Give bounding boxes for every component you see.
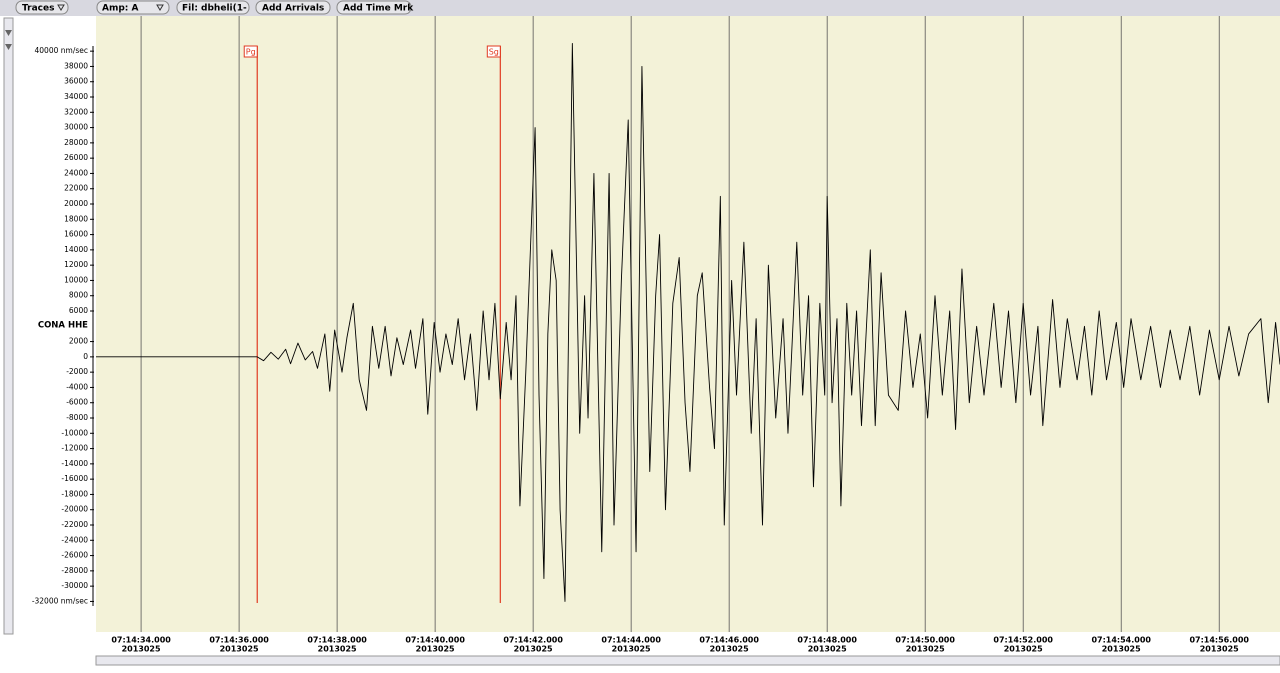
y-tick-label: 8000: [69, 291, 88, 300]
plot: 40000 nm/sec 38000 36000 34000 32000 30000 280…: [32, 16, 1280, 654]
x-tick-label: 07:14:44.000: [601, 636, 661, 645]
y-tick-label: -16000: [61, 474, 88, 483]
y-tick-label: 36000: [64, 77, 88, 86]
y-tick-label: -10000: [61, 428, 88, 437]
y-tick-label: 34000: [64, 92, 88, 101]
y-tick-label: -4000: [66, 382, 88, 391]
arrival-box: [243, 45, 258, 58]
trace-label: CONA HHE: [38, 321, 88, 331]
y-tick-label: 24000: [64, 168, 88, 177]
amp-button[interactable]: [96, 0, 170, 15]
button-label: Amp: A: [102, 4, 139, 14]
x-tick-date: 2013025: [220, 645, 259, 654]
y-tick-label: 30000: [64, 123, 88, 132]
scroll-arrows[interactable]: [5, 30, 12, 50]
x-tick-date: 2013025: [1102, 645, 1141, 654]
y-tick-label: -8000: [66, 413, 88, 422]
y-tick-label: 28000: [64, 138, 88, 147]
add-time-mark-button[interactable]: [336, 0, 412, 15]
x-tick-date: 2013025: [906, 645, 945, 654]
y-tick-label: -18000: [61, 489, 88, 498]
y-tick-label: 40000 nm/sec: [35, 46, 88, 55]
x-tick-label: 07:14:50.000: [895, 636, 955, 645]
x-tick-date: 2013025: [612, 645, 651, 654]
x-tick-date: 2013025: [808, 645, 847, 654]
arrival-label: Pg: [246, 48, 256, 57]
x-tick-label: 07:14:46.000: [699, 636, 759, 645]
x-tick-date: 2013025: [514, 645, 553, 654]
y-tick-label: -2000: [66, 367, 88, 376]
button-label: Traces: [22, 4, 54, 14]
x-tick-label: 07:14:56.000: [1189, 636, 1249, 645]
y-tick-label: 16000: [64, 230, 88, 239]
x-tick-label: 07:14:48.000: [797, 636, 857, 645]
x-tick-label: 07:14:36.000: [209, 636, 269, 645]
x-tick-date: 2013025: [1200, 645, 1239, 654]
y-tick-label: 38000: [64, 61, 88, 70]
x-tick-date: 2013025: [416, 645, 455, 654]
y-tick-label: 22000: [64, 184, 88, 193]
plot-area: [96, 16, 1280, 632]
arrival-box: [486, 45, 501, 58]
dropdown-icon: [57, 4, 65, 11]
button-label: Add Arrivals: [262, 4, 324, 14]
y-tick-label: -32000 nm/sec: [32, 596, 88, 605]
y-tick-label: 0: [83, 352, 88, 361]
y-tick-label: -24000: [61, 535, 88, 544]
add-arrivals-button[interactable]: [255, 0, 331, 15]
y-tick-label: 2000: [69, 337, 88, 346]
y-tick-label: -28000: [61, 566, 88, 575]
dropdown-icon: [156, 4, 164, 11]
y-tick-label: -14000: [61, 459, 88, 468]
button-label: Fil: dbheli(1-: [182, 4, 247, 14]
y-tick-label: -6000: [66, 398, 88, 407]
y-tick-label: 26000: [64, 153, 88, 162]
x-tick-label: 07:14:34.000: [111, 636, 171, 645]
y-tick-label: -22000: [61, 520, 88, 529]
y-tick-label: -26000: [61, 551, 88, 560]
button-label: Add Time Mrk: [343, 4, 414, 14]
x-tick-date: 2013025: [1004, 645, 1043, 654]
filter-button[interactable]: [176, 0, 250, 15]
y-tick-label: 20000: [64, 199, 88, 208]
y-tick-label: -12000: [61, 444, 88, 453]
waveform: [96, 43, 1280, 602]
y-tick-label: 10000: [64, 275, 88, 284]
x-tick-date: 2013025: [318, 645, 357, 654]
arrival-label: Sg: [489, 48, 499, 57]
y-tick-label: 14000: [64, 245, 88, 254]
x-tick-date: 2013025: [122, 645, 161, 654]
x-tick-label: 07:14:38.000: [307, 636, 367, 645]
y-tick-label: 12000: [64, 260, 88, 269]
toolbar-buttons: Traces Amp: A Fil: dbheli(1- Add Arrival…: [15, 0, 414, 15]
x-tick-label: 07:14:40.000: [405, 636, 465, 645]
x-tick-date: 2013025: [710, 645, 749, 654]
x-tick-label: 07:14:42.000: [503, 636, 563, 645]
y-tick-label: -30000: [61, 581, 88, 590]
y-tick-label: 32000: [64, 107, 88, 116]
horizontal-scrollbar[interactable]: [95, 655, 1280, 666]
x-tick-label: 07:14:52.000: [993, 636, 1053, 645]
vertical-scrollbar[interactable]: [3, 17, 14, 635]
x-tick-label: 07:14:54.000: [1091, 636, 1151, 645]
y-tick-label: -20000: [61, 505, 88, 514]
y-tick-label: 6000: [69, 306, 88, 315]
y-tick-label: 18000: [64, 214, 88, 223]
traces-button[interactable]: [15, 0, 69, 15]
